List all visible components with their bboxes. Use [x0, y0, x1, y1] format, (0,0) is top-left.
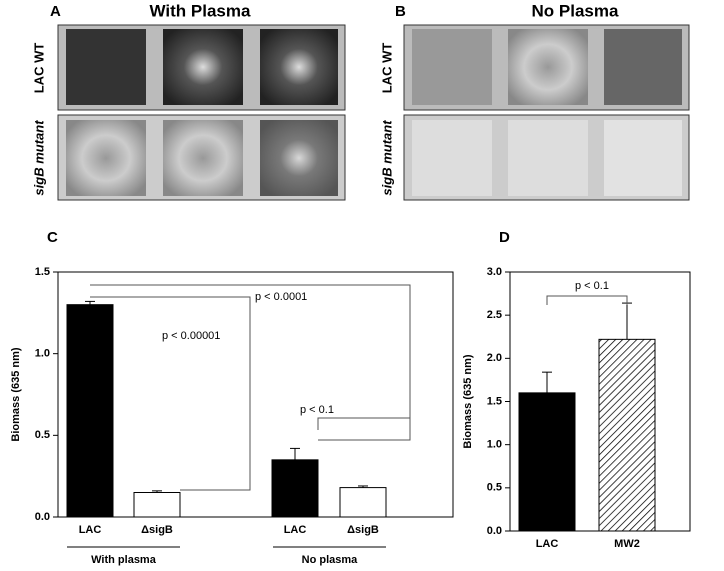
y-tick-label: 2.0 [487, 352, 502, 364]
y-tick-label: 0.5 [487, 482, 502, 494]
annotation: p < 0.00001 [162, 330, 220, 342]
coupon [260, 29, 338, 105]
coupon [412, 29, 492, 105]
y-tick-label: 2.5 [487, 309, 502, 321]
annotation: p < 0.1 [575, 280, 609, 292]
panel-title: With Plasma [150, 1, 251, 20]
plot-frame [57, 271, 454, 518]
x-tick-label: LAC [79, 524, 102, 536]
coupon [412, 120, 492, 196]
y-tick-label: 1.5 [487, 395, 502, 407]
significance-bracket [546, 295, 628, 305]
coupon [604, 29, 682, 105]
bar [518, 392, 576, 532]
bar [133, 492, 181, 518]
coupon [508, 29, 588, 105]
y-tick-label: 3.0 [487, 266, 502, 278]
x-tick-label: MW2 [614, 538, 640, 550]
x-tick-label: ΔsigB [141, 524, 173, 536]
row-label: sigB mutant [379, 120, 394, 196]
x-tick-label: LAC [284, 524, 307, 536]
row-label: sigB mutant [31, 120, 46, 196]
y-tick-label: 0.0 [35, 511, 50, 523]
image-panel: A With Plasma LAC WT sigB mutant [31, 1, 346, 201]
annotation: p < 0.0001 [255, 291, 307, 303]
panel-label: A [50, 3, 61, 20]
bar [598, 338, 656, 532]
coupon [260, 120, 338, 196]
y-axis-label: Biomass (635 nm) [462, 354, 474, 448]
annotation: p < 0.1 [300, 404, 334, 416]
bar [271, 459, 319, 518]
panel-label: B [395, 3, 406, 20]
coupon [508, 120, 588, 196]
y-axis-label: Biomass (635 nm) [10, 347, 22, 441]
y-tick-label: 1.5 [35, 266, 50, 278]
y-tick-label: 0.0 [487, 525, 502, 537]
coupon [163, 120, 243, 196]
row-label: LAC WT [31, 43, 46, 94]
significance-bracket [317, 417, 411, 440]
group-label: With plasma [91, 554, 157, 566]
bar [339, 487, 387, 518]
y-tick-label: 1.0 [487, 439, 502, 451]
row-label: LAC WT [379, 43, 394, 94]
significance-bracket [90, 284, 411, 441]
x-tick-label: LAC [536, 538, 559, 550]
panel-label: C [47, 229, 58, 246]
significance-bracket [90, 296, 251, 491]
y-tick-label: 1.0 [35, 348, 50, 360]
coupon [163, 29, 243, 105]
image-panel: B No Plasma LAC WT sigB mutant [379, 1, 690, 201]
panel-label: D [499, 229, 510, 246]
coupon [66, 29, 146, 105]
bar [66, 304, 114, 518]
coupon [604, 120, 682, 196]
x-tick-label: ΔsigB [347, 524, 379, 536]
coupon [66, 120, 146, 196]
y-tick-label: 0.5 [35, 429, 50, 441]
panel-title: No Plasma [532, 1, 619, 20]
group-label: No plasma [302, 554, 359, 566]
